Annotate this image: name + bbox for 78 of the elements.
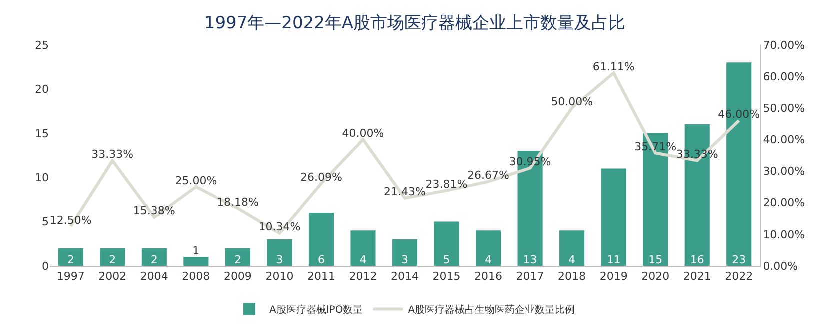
x-tick-label: 2011	[307, 270, 336, 284]
y2-tick-label: 40.00%	[763, 134, 806, 147]
legend-label: A股医疗器械占生物医药企业数量比例	[408, 304, 576, 316]
data-label: 21.43%	[384, 186, 426, 199]
data-label: 15.38%	[133, 204, 176, 218]
x-tick-label: 2017	[516, 270, 544, 284]
data-label: 4	[360, 253, 367, 266]
data-label: 33.33%	[676, 148, 718, 162]
x-tick-label: 2019	[600, 270, 628, 284]
data-label: 2	[150, 253, 158, 266]
x-tick-label: 2022	[725, 270, 754, 284]
data-label: 50.00%	[551, 95, 594, 108]
data-label: 61.11%	[592, 60, 635, 74]
bar	[58, 248, 84, 266]
bar	[601, 168, 626, 266]
y2-tick-label: 60.00%	[763, 70, 806, 84]
data-label: 10.34%	[258, 220, 301, 234]
x-tick-label: 2008	[182, 270, 210, 284]
data-label: 6	[318, 253, 325, 266]
bar	[100, 248, 126, 266]
y-tick-label: 10	[35, 171, 49, 184]
data-label: 16	[690, 253, 704, 266]
x-tick-label: 2010	[266, 270, 294, 284]
x-tick-label: 2020	[642, 270, 670, 284]
y-tick-label: 0	[42, 260, 49, 273]
x-tick-label: 2004	[140, 270, 168, 284]
y2-tick-label: 10.00%	[763, 228, 806, 242]
x-tick-label: 1997	[56, 270, 85, 284]
bar	[560, 230, 585, 266]
data-label: 26.67%	[468, 169, 510, 182]
bar	[308, 212, 334, 266]
data-label: 25.00%	[175, 174, 218, 188]
data-label: 40.00%	[342, 126, 384, 140]
data-label: 3	[402, 253, 408, 266]
data-label: 23	[732, 253, 746, 266]
bar	[350, 230, 376, 266]
x-tick-label: 2012	[349, 270, 378, 284]
data-label: 2	[234, 253, 242, 266]
bar	[225, 248, 250, 266]
y2-tick-label: 30.00%	[763, 165, 806, 178]
data-label: 26.09%	[300, 170, 342, 184]
data-label: 18.18%	[216, 196, 259, 209]
data-label: 2	[67, 253, 74, 266]
data-label: 13	[523, 253, 538, 266]
data-label: 2	[109, 253, 116, 266]
legend-label: A股医疗器械IPO数量	[270, 304, 364, 316]
bar	[267, 239, 292, 266]
x-tick-label: 2015	[432, 270, 461, 284]
x-tick-label: 2002	[98, 270, 127, 284]
y-tick-label: 15	[35, 127, 49, 140]
y-tick-label: 25	[35, 38, 49, 52]
y2-tick-label: 50.00%	[763, 102, 806, 115]
chart-title: 1997年—2022年A股市场医疗器械企业上市数量及占比	[204, 14, 626, 34]
bar	[476, 230, 502, 266]
bar	[392, 239, 418, 266]
x-tick-label: 2014	[391, 270, 419, 284]
data-label: 12.50%	[50, 214, 92, 227]
data-label: 11	[606, 253, 621, 266]
data-label: 3	[276, 253, 284, 266]
data-label: 1	[192, 244, 200, 258]
bar	[184, 257, 209, 266]
data-label: 23.81%	[426, 178, 468, 192]
data-label: 5	[443, 253, 450, 266]
x-tick-label: 2009	[224, 270, 252, 284]
bar	[434, 222, 460, 266]
data-label: 4	[568, 253, 576, 266]
data-label: 4	[485, 253, 492, 266]
x-tick-label: 2021	[683, 270, 712, 284]
data-label: 33.33%	[92, 148, 134, 162]
y-tick-label: 20	[35, 83, 49, 96]
y2-tick-label: 20.00%	[763, 196, 806, 210]
y-tick-label: 5	[42, 216, 49, 229]
y2-tick-label: 0.00%	[763, 260, 798, 273]
data-label: 15	[648, 253, 663, 266]
x-tick-label: 2018	[558, 270, 586, 284]
x-tick-label: 2016	[474, 270, 503, 284]
y2-tick-label: 70.00%	[763, 38, 806, 52]
bar	[142, 248, 167, 266]
